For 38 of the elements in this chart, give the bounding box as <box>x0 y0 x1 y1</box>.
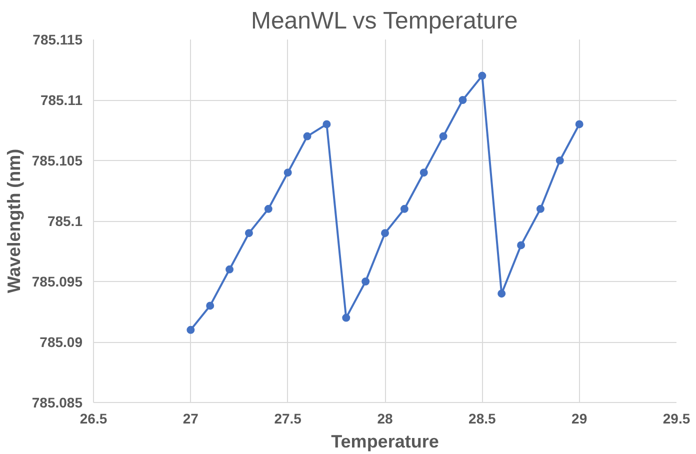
point <box>458 96 467 104</box>
point <box>498 290 506 298</box>
y-tick-label: 785.085 <box>32 394 83 410</box>
point <box>556 156 564 164</box>
y-tick-label: 785.1 <box>47 213 83 229</box>
y-tick-label: 785.09 <box>40 334 83 350</box>
x-tick-label: 26.5 <box>80 410 108 426</box>
point <box>303 132 312 140</box>
x-tick-label: 28.5 <box>468 410 496 426</box>
point <box>322 120 331 128</box>
y-tick-label: 785.105 <box>32 152 83 168</box>
point <box>400 204 408 213</box>
point <box>284 168 292 177</box>
y-axis-title: Wavelength (nm) <box>4 148 24 294</box>
x-tick-label: 28 <box>377 410 393 426</box>
point <box>264 204 272 213</box>
x-tick-label: 27.5 <box>274 410 302 426</box>
point <box>381 229 389 238</box>
point <box>517 241 526 250</box>
point <box>186 326 195 334</box>
chart-title: MeanWL vs Temperature <box>250 8 518 34</box>
point <box>536 204 544 213</box>
point <box>244 229 253 238</box>
x-tick-label: 27 <box>182 410 199 426</box>
x-tick-label: 29.5 <box>662 410 690 426</box>
point <box>420 168 428 177</box>
point <box>226 265 234 274</box>
y-tick-label: 785.115 <box>32 32 83 48</box>
point <box>362 278 370 286</box>
y-tick-label: 785.11 <box>40 92 83 108</box>
point <box>342 314 350 322</box>
point <box>478 72 486 80</box>
x-tick-label: 29 <box>572 410 588 426</box>
point <box>206 302 214 310</box>
point <box>439 132 448 140</box>
x-axis-title: Temperature <box>331 432 439 452</box>
y-tick-label: 785.095 <box>32 274 83 290</box>
point <box>575 120 584 128</box>
